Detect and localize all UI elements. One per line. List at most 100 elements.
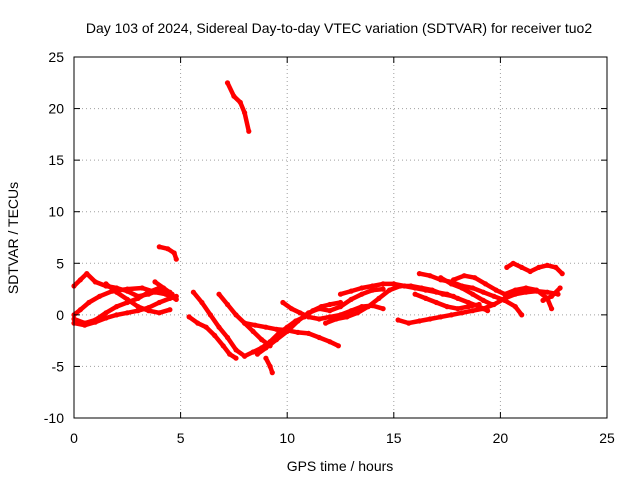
data-point (316, 316, 322, 322)
data-point (406, 320, 412, 326)
data-point (527, 268, 533, 275)
data-point (337, 304, 344, 310)
data-point (152, 279, 158, 285)
data-point (242, 353, 248, 359)
data-point (295, 329, 301, 335)
data-point (438, 314, 444, 320)
data-point (273, 326, 280, 332)
data-point (380, 286, 386, 292)
data-point (482, 281, 489, 287)
data-point (549, 293, 555, 299)
data-point (231, 93, 237, 99)
data-point (423, 287, 429, 293)
data-point (295, 318, 301, 324)
data-point (433, 299, 439, 306)
data-point (369, 287, 376, 293)
data-point (297, 310, 303, 316)
data-point (242, 320, 248, 326)
data-point (476, 301, 482, 308)
data-point (77, 277, 83, 283)
data-point (504, 264, 510, 270)
data-point (335, 343, 341, 349)
data-point (465, 299, 471, 306)
data-point (455, 306, 461, 312)
data-point (544, 262, 550, 268)
data-point (519, 312, 525, 318)
data-point (470, 308, 476, 314)
data-point (195, 320, 201, 326)
data-point (216, 324, 222, 330)
data-point (344, 314, 350, 320)
data-point (327, 301, 333, 308)
data-point (199, 299, 205, 306)
data-point (86, 299, 92, 306)
x-tick-label: 10 (279, 430, 295, 446)
data-point (156, 244, 162, 250)
data-point (169, 291, 175, 297)
series-arc-19 (395, 288, 561, 326)
data-point (246, 128, 252, 134)
data-point (233, 347, 239, 353)
data-point (480, 289, 486, 295)
data-point (348, 296, 354, 302)
data-point (376, 295, 382, 301)
data-point (510, 260, 516, 266)
data-point (84, 271, 90, 277)
data-point (470, 285, 476, 291)
data-point (280, 299, 286, 306)
y-axis-label: SDTVAR / TECUs (5, 182, 21, 294)
data-point (395, 317, 401, 323)
data-point (470, 291, 476, 297)
data-point (461, 273, 467, 279)
data-point (114, 304, 120, 310)
data-point (544, 289, 550, 295)
data-point (327, 339, 333, 345)
data-point (82, 322, 88, 328)
data-point (327, 308, 333, 314)
data-point (250, 328, 256, 334)
data-point (173, 256, 179, 262)
data-point (316, 306, 322, 312)
data-point (512, 287, 518, 293)
data-point (165, 246, 171, 252)
data-point (450, 277, 457, 283)
data-point (536, 264, 542, 270)
data-point (114, 312, 120, 318)
data-point (124, 286, 130, 292)
data-point (242, 110, 248, 116)
data-point (386, 287, 393, 293)
data-point (305, 330, 312, 336)
data-point (423, 295, 429, 301)
data-point (252, 322, 258, 328)
data-point (190, 289, 196, 295)
data-point (444, 304, 450, 310)
y-tick-label: 10 (48, 204, 64, 220)
y-tick-label: 15 (48, 152, 64, 168)
data-point (519, 264, 525, 270)
data-point (323, 320, 329, 326)
data-point (92, 279, 98, 285)
data-point (427, 316, 433, 322)
data-point (146, 308, 152, 314)
y-tick-label: 5 (56, 255, 64, 271)
grid-lines (74, 57, 607, 418)
data-point (412, 291, 418, 297)
data-point (448, 312, 454, 318)
x-axis-label: GPS time / hours (287, 458, 394, 474)
data-point (502, 297, 508, 303)
data-point (380, 306, 386, 312)
data-point (502, 291, 508, 297)
data-point (416, 318, 422, 324)
y-axis-ticks: -10 -5 0 5 10 15 20 25 (44, 49, 607, 426)
x-tick-label: 0 (70, 430, 78, 446)
data-point (305, 314, 312, 320)
data-point (549, 306, 555, 312)
data-point (237, 99, 243, 105)
data-point (348, 308, 354, 314)
data-point (259, 337, 265, 343)
data-point (103, 281, 109, 287)
series-arc-8 (225, 80, 252, 134)
data-point (156, 299, 162, 306)
x-tick-label: 15 (386, 430, 402, 446)
data-point (167, 307, 173, 313)
